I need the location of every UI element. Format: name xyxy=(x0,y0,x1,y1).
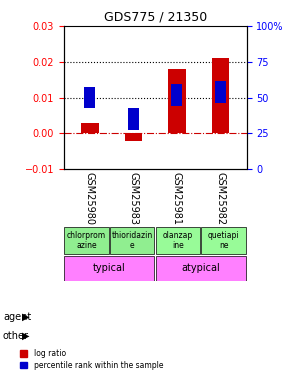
Bar xyxy=(212,58,229,134)
Bar xyxy=(128,108,139,130)
Text: GSM25983: GSM25983 xyxy=(128,172,138,225)
Text: other: other xyxy=(3,331,29,340)
FancyBboxPatch shape xyxy=(64,255,154,281)
Bar xyxy=(215,81,226,103)
FancyBboxPatch shape xyxy=(110,227,154,255)
Text: quetiapi
ne: quetiapi ne xyxy=(208,231,240,251)
Bar xyxy=(171,84,182,106)
Text: agent: agent xyxy=(3,312,31,322)
Text: atypical: atypical xyxy=(182,263,220,273)
FancyBboxPatch shape xyxy=(156,255,246,281)
Text: GSM25981: GSM25981 xyxy=(172,172,182,225)
Bar xyxy=(168,69,186,134)
FancyBboxPatch shape xyxy=(156,227,200,255)
Bar xyxy=(81,123,99,134)
Text: chlorprom
azine: chlorprom azine xyxy=(67,231,106,251)
Bar xyxy=(125,134,142,141)
Text: GSM25982: GSM25982 xyxy=(215,172,225,225)
Text: typical: typical xyxy=(93,263,126,273)
Legend: log ratio, percentile rank within the sample: log ratio, percentile rank within the sa… xyxy=(18,348,165,371)
Text: ▶: ▶ xyxy=(22,312,29,322)
Text: olanzap
ine: olanzap ine xyxy=(163,231,193,251)
Bar xyxy=(84,87,95,108)
FancyBboxPatch shape xyxy=(64,227,108,255)
Text: GSM25980: GSM25980 xyxy=(85,172,95,225)
Text: thioridazin
e: thioridazin e xyxy=(112,231,153,251)
Text: ▶: ▶ xyxy=(22,331,29,340)
Title: GDS775 / 21350: GDS775 / 21350 xyxy=(104,11,207,24)
FancyBboxPatch shape xyxy=(201,227,246,255)
